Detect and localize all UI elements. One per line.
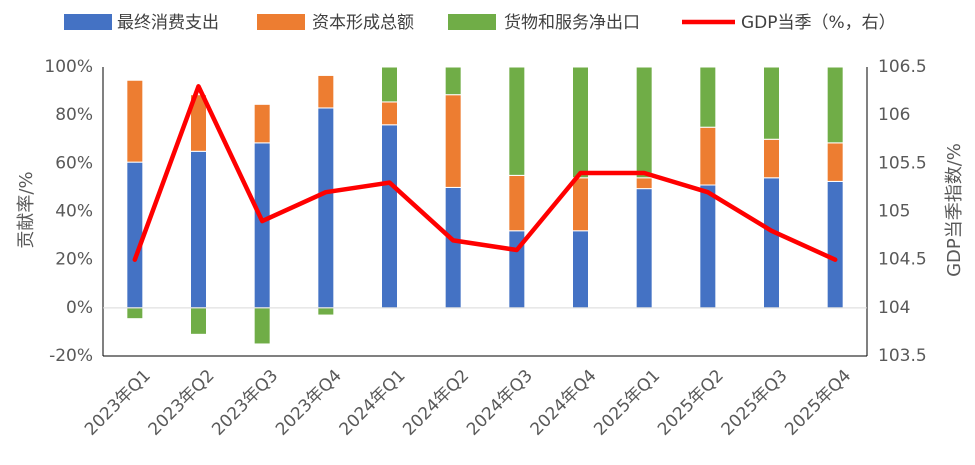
bar-series2-1	[126, 79, 144, 163]
bar-series3-3	[253, 307, 271, 345]
bar-series1-10	[699, 184, 717, 309]
x-tick-2: 2023年Q2	[145, 366, 219, 440]
y-axis-title-left: 贡献率/%	[16, 171, 37, 248]
bar-series2-6	[444, 94, 462, 188]
bar-series2-2	[190, 94, 207, 152]
x-tick-1: 2023年Q1	[81, 366, 155, 440]
legend-label-2: 资本形成总额	[312, 13, 414, 33]
y-tick-left-2: 0%	[66, 298, 93, 318]
bar-series3-10	[699, 66, 717, 128]
bar-series3-8	[572, 66, 589, 179]
legend-label-1: 最终消费支出	[117, 13, 219, 33]
y-tick-right-5: 105.5	[878, 153, 927, 173]
bar-series1-8	[572, 230, 589, 309]
gdp-line	[132, 84, 838, 262]
x-tick-9: 2025年Q1	[590, 366, 664, 440]
bar-series1-4	[317, 107, 335, 309]
x-tick-6: 2024年Q2	[399, 366, 473, 440]
y-tick-right-3: 104.5	[878, 250, 927, 270]
x-tick-11: 2025年Q3	[718, 366, 792, 440]
bar-series1-3	[253, 142, 271, 309]
y-tick-right-6: 106	[878, 105, 910, 125]
y-tick-right-4: 105	[878, 202, 910, 222]
bar-series3-11	[763, 66, 780, 140]
y-tick-right-7: 106.5	[878, 57, 927, 77]
bar-series2-9	[635, 177, 653, 190]
bar-series2-7	[508, 174, 526, 232]
y-tick-right-2: 104	[878, 298, 910, 318]
legend-label-4: GDP当季（%，右）	[741, 13, 896, 33]
legend-swatch-2	[257, 14, 305, 30]
x-tick-3: 2023年Q3	[208, 366, 282, 440]
bar-series3-9	[635, 66, 653, 179]
bar-series3-4	[317, 307, 335, 316]
bar-series2-4	[317, 74, 335, 109]
bar-series1-9	[635, 188, 653, 309]
x-tick-12: 2025年Q4	[781, 366, 855, 440]
bar-series3-5	[381, 66, 398, 103]
bar-series2-11	[763, 138, 780, 179]
bars	[126, 66, 844, 345]
y-tick-left-3: 20%	[55, 250, 93, 270]
legend-label-3: 货物和服务净出口	[504, 13, 640, 33]
bar-series1-5	[381, 124, 398, 309]
y-axis-title-right: GDP当季指数/%	[944, 143, 965, 277]
y-tick-left-7: 100%	[44, 57, 93, 77]
bar-series1-2	[190, 150, 207, 309]
bar-series3-2	[190, 307, 207, 335]
bar-series2-12	[826, 142, 844, 182]
bar-series1-11	[763, 177, 780, 309]
y-tick-left-4: 40%	[55, 202, 93, 222]
bar-series2-3	[253, 103, 271, 144]
axes	[102, 67, 868, 357]
bar-series1-12	[826, 180, 844, 309]
bar-series3-6	[444, 66, 462, 96]
y-tick-right-1: 103.5	[878, 346, 927, 366]
gdp-line-layer	[132, 84, 838, 262]
y-tick-left-6: 80%	[55, 105, 93, 125]
legend-swatch-3	[448, 14, 496, 30]
bar-series3-7	[508, 66, 526, 176]
tick-labels: -20% 0% 20% 40% 60% 80% 100% 103.5 104 104.5 105 10…	[44, 57, 926, 440]
x-tick-5: 2024年Q1	[336, 366, 410, 440]
bar-series3-1	[126, 307, 144, 320]
y-tick-left-5: 60%	[55, 153, 93, 173]
bar-series2-5	[381, 101, 398, 126]
bar-series2-8	[572, 177, 589, 232]
x-tick-7: 2024年Q3	[463, 366, 537, 440]
y-tick-left-1: -20%	[49, 346, 93, 366]
legend-swatch-1	[64, 14, 112, 30]
x-tick-10: 2025年Q2	[654, 366, 728, 440]
bar-series1-1	[126, 161, 144, 309]
x-tick-4: 2023年Q4	[272, 366, 346, 440]
bar-series1-6	[444, 186, 462, 309]
legend: 最终消费支出 资本形成总额 货物和服务净出口 GDP当季（%，右）	[64, 13, 896, 33]
bar-series2-10	[699, 126, 717, 186]
x-tick-8: 2024年Q4	[527, 366, 601, 440]
bar-series3-12	[826, 66, 844, 144]
